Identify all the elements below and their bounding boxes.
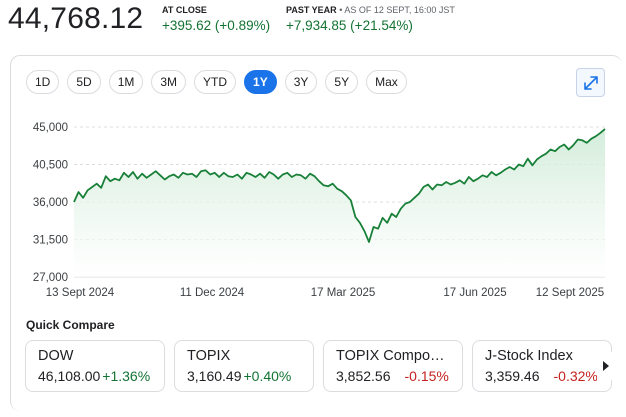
- at-close-change: +395.62 (+0.89%): [162, 18, 271, 33]
- range-tab-5y[interactable]: 5Y: [325, 70, 359, 94]
- past-year-label: PAST YEAR: [286, 5, 337, 15]
- past-year-change: +7,934.85 (+21.54%): [286, 18, 413, 33]
- x-tick-label: 17 Mar 2025: [311, 287, 376, 299]
- compare-values: 3,852.56 -0.15%: [336, 368, 450, 384]
- quick-compare-title: Quick Compare: [26, 318, 115, 332]
- range-tab-3y[interactable]: 3Y: [284, 70, 318, 94]
- quick-compare-row: DOW 46,108.00 +1.36% TOPIX 3,160.49 +0.40% TOP…: [25, 340, 612, 392]
- index-price: 44,768.12: [8, 2, 144, 35]
- y-tick-label: 27,000: [33, 272, 68, 284]
- quick-compare-next-button[interactable]: [597, 352, 615, 380]
- price-chart: 45,000 40,500 36,000 31,500 27,000 13 Sept 20…: [33, 122, 606, 299]
- x-tick-label: 17 Jun 2025: [443, 287, 506, 299]
- chart-card: [10, 55, 622, 411]
- compare-value: 46,108.00: [38, 368, 101, 384]
- compare-change: -0.32%: [553, 368, 598, 384]
- y-tick-label: 31,500: [33, 235, 68, 247]
- compare-name: TOPIX: [187, 348, 231, 364]
- past-year-as-of: • AS OF 12 SEPT, 16:00 JST: [336, 5, 455, 15]
- x-tick-label: 11 Dec 2024: [180, 287, 245, 299]
- compare-values: 3,160.49 +0.40%: [187, 368, 301, 384]
- compare-card-topix-compo[interactable]: TOPIX Compo… 3,852.56 -0.15%: [323, 340, 463, 392]
- price-line: [73, 128, 606, 243]
- compare-value: 3,160.49: [187, 368, 242, 384]
- compare-value: 3,852.56: [336, 368, 391, 384]
- at-close-label: AT CLOSE: [162, 5, 207, 15]
- compare-name: TOPIX Compo…: [336, 348, 445, 364]
- at-close-block: AT CLOSE +395.62 (+0.89%): [162, 5, 270, 33]
- range-tab-1m[interactable]: 1M: [108, 70, 144, 94]
- compare-name: J-Stock Index: [485, 348, 573, 364]
- x-tick-label: 13 Sept 2024: [46, 287, 115, 299]
- y-tick-label: 36,000: [33, 197, 68, 209]
- compare-values: 3,359.46 -0.32%: [485, 368, 599, 384]
- compare-change: +1.36%: [102, 368, 151, 384]
- range-tab-5d[interactable]: 5D: [67, 70, 101, 94]
- range-tab-max[interactable]: Max: [366, 70, 407, 94]
- past-year-heading: PAST YEAR • AS OF 12 SEPT, 16:00 JST: [286, 5, 455, 15]
- past-year-block: PAST YEAR • AS OF 12 SEPT, 16:00 JST +7,…: [286, 5, 455, 33]
- y-tick-label: 45,000: [33, 122, 68, 134]
- compare-card-j-stock-index[interactable]: J-Stock Index 3,359.46 -0.32%: [472, 340, 612, 392]
- expand-arrows-icon: [583, 75, 598, 90]
- x-tick-label: 12 Sept 2025: [536, 287, 604, 299]
- compare-card-topix[interactable]: TOPIX 3,160.49 +0.40%: [174, 340, 314, 392]
- chevron-right-icon: [603, 361, 609, 371]
- range-tab-3m[interactable]: 3M: [151, 70, 187, 94]
- compare-name: DOW: [38, 348, 74, 364]
- range-tabs: 1D 5D 1M 3M YTD 1Y 3Y 5Y Max: [26, 70, 407, 94]
- range-tab-ytd[interactable]: YTD: [194, 70, 237, 94]
- range-tab-1y[interactable]: 1Y: [244, 70, 277, 94]
- expand-button[interactable]: [576, 68, 605, 97]
- y-tick-label: 40,500: [33, 160, 68, 172]
- compare-value: 3,359.46: [485, 368, 540, 384]
- range-tab-1d[interactable]: 1D: [26, 70, 60, 94]
- compare-change: +0.40%: [243, 368, 292, 384]
- compare-values: 46,108.00 +1.36%: [38, 368, 152, 384]
- compare-card-dow[interactable]: DOW 46,108.00 +1.36%: [25, 340, 165, 392]
- compare-change: -0.15%: [404, 368, 449, 384]
- price-area-fill: [74, 128, 605, 277]
